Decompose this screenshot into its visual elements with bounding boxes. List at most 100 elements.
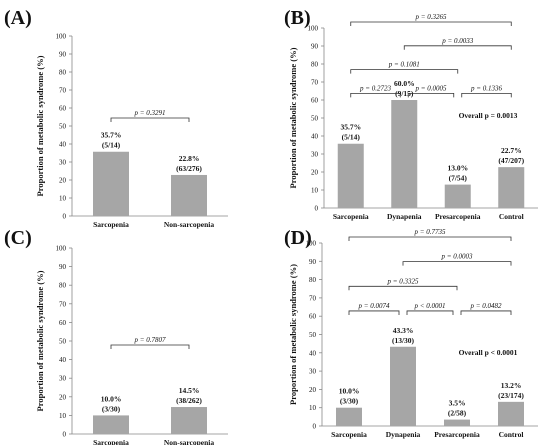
y-tick-label: 80 [59, 69, 67, 77]
bar-value-label: 10.0% [339, 387, 360, 396]
y-tick-label: 10 [59, 412, 67, 420]
y-tick-label: 50 [309, 331, 317, 339]
comparison-bracket [348, 285, 458, 291]
category-label: Sarcopenia [93, 438, 129, 445]
panel-label: (C) [4, 227, 32, 249]
bar-value-label: 13.2% [501, 381, 522, 390]
y-tick-label: 10 [309, 404, 317, 412]
y-tick-label: 20 [309, 386, 317, 394]
category-label: Sarcopenia [333, 212, 369, 221]
y-tick-label: 60 [59, 319, 67, 327]
comparison-bracket [110, 117, 190, 122]
y-tick-label: 60 [59, 105, 67, 113]
y-axis-label: Proportion of metabolic syndrome (%) [35, 55, 45, 196]
y-tick-label: 100 [56, 245, 67, 253]
category-label: Sarcopenia [331, 430, 367, 439]
y-tick-label: 60 [309, 313, 317, 321]
y-tick-label: 40 [59, 356, 67, 364]
bar [498, 167, 525, 208]
bar [498, 401, 524, 426]
y-tick-label: 40 [309, 349, 317, 357]
overall-p-label: Overall p < 0.0001 [459, 348, 518, 357]
p-value-label: p = 0.0005 [415, 84, 447, 92]
y-tick-label: 30 [59, 375, 67, 383]
bar [391, 100, 418, 208]
y-tick-label: 70 [59, 300, 67, 308]
y-tick-label: 70 [311, 79, 319, 87]
panel-a: (A) 0 10 20 30 40 50 60 70 80 90 100 Proportion of m… [4, 7, 228, 229]
bar-value-label: 13.0% [447, 164, 468, 173]
y-tick-label: 40 [59, 141, 67, 149]
y-tick-label: 0 [63, 213, 67, 221]
bar-count-label: (2/58) [448, 409, 467, 418]
bar [171, 174, 207, 216]
bar-value-label: 14.5% [179, 386, 200, 395]
y-tick-label: 70 [309, 294, 317, 302]
y-tick-label: 0 [315, 205, 319, 213]
comparison-bracket [348, 310, 400, 315]
bar [93, 415, 129, 434]
y-tick-label: 70 [59, 87, 67, 95]
category-label: Control [499, 212, 524, 221]
bar-value-label: 43.3% [393, 326, 414, 335]
p-value-label: p = 0.3265 [415, 13, 447, 21]
bar-value-label: 22.8% [179, 154, 200, 163]
comparison-bracket [461, 93, 512, 98]
y-tick-label: 80 [309, 276, 317, 284]
y-tick-label: 100 [308, 25, 319, 33]
panel-d: (D) 0 10 20 30 40 50 60 70 80 90 100 Proportion of m… [284, 227, 538, 439]
p-value-label: p = 0.0003 [441, 253, 473, 261]
overall-p-label: Overall p = 0.0013 [459, 111, 518, 120]
p-value-label: p = 0.7735 [414, 228, 446, 236]
bar-count-label: (13/30) [392, 336, 415, 345]
p-value-label: p = 0.0482 [470, 302, 502, 310]
bar-value-label: 3.5% [449, 399, 466, 408]
y-tick-label: 90 [309, 258, 317, 266]
p-value-label: p = 0.0033 [441, 37, 473, 45]
comparison-bracket [403, 45, 512, 50]
panel-label: (D) [284, 227, 312, 249]
bar-count-label: (47/207) [498, 156, 524, 165]
y-tick-label: 10 [311, 187, 319, 195]
bar-value-label: 60.0% [394, 79, 415, 88]
p-value-label: p = 0.1081 [388, 61, 420, 69]
y-tick-label: 20 [59, 177, 67, 185]
bar-count-label: (23/174) [498, 391, 524, 400]
comparison-bracket [350, 93, 401, 98]
y-tick-label: 80 [59, 282, 67, 290]
bar-value-label: 35.7% [340, 123, 361, 132]
y-tick-label: 0 [63, 431, 67, 439]
bar-count-label: (5/14) [342, 133, 361, 142]
p-value-label: p = 0.2723 [359, 84, 391, 92]
y-tick-label: 100 [306, 240, 317, 248]
y-axis-label: Proportion of metabolic syndrome (%) [288, 47, 298, 188]
panel-c: (C) 0 10 20 30 40 50 60 70 80 90 100 Proportion of m… [4, 227, 228, 445]
bar [336, 407, 362, 426]
y-tick-label: 100 [56, 33, 67, 41]
p-value-label: p = 0.1336 [470, 84, 502, 92]
p-value-label: p < 0.0001 [414, 302, 446, 310]
p-value-label: p = 0.7807 [134, 336, 166, 344]
comparison-bracket [350, 69, 459, 74]
bar-value-label: 10.0% [101, 394, 122, 403]
category-label: Sarcopenia [93, 220, 129, 229]
bar [171, 407, 207, 434]
comparison-bracket [460, 310, 512, 315]
y-tick-label: 90 [311, 43, 319, 51]
y-tick-label: 60 [311, 97, 319, 105]
bar-count-label: (9/15) [395, 89, 414, 98]
y-tick-label: 30 [309, 368, 317, 376]
bar [337, 143, 364, 208]
category-label: Dynapenia [387, 212, 422, 221]
y-tick-label: 90 [59, 263, 67, 271]
comparison-bracket [350, 21, 512, 26]
bar-count-label: (63/276) [176, 164, 202, 173]
y-tick-label: 50 [59, 123, 67, 131]
p-value-label: p = 0.0074 [358, 302, 390, 310]
category-label: Presarcopenia [434, 430, 480, 439]
bar-value-label: 35.7% [101, 131, 122, 140]
y-tick-label: 20 [59, 393, 67, 401]
bar [390, 346, 416, 426]
comparison-bracket [110, 344, 190, 349]
